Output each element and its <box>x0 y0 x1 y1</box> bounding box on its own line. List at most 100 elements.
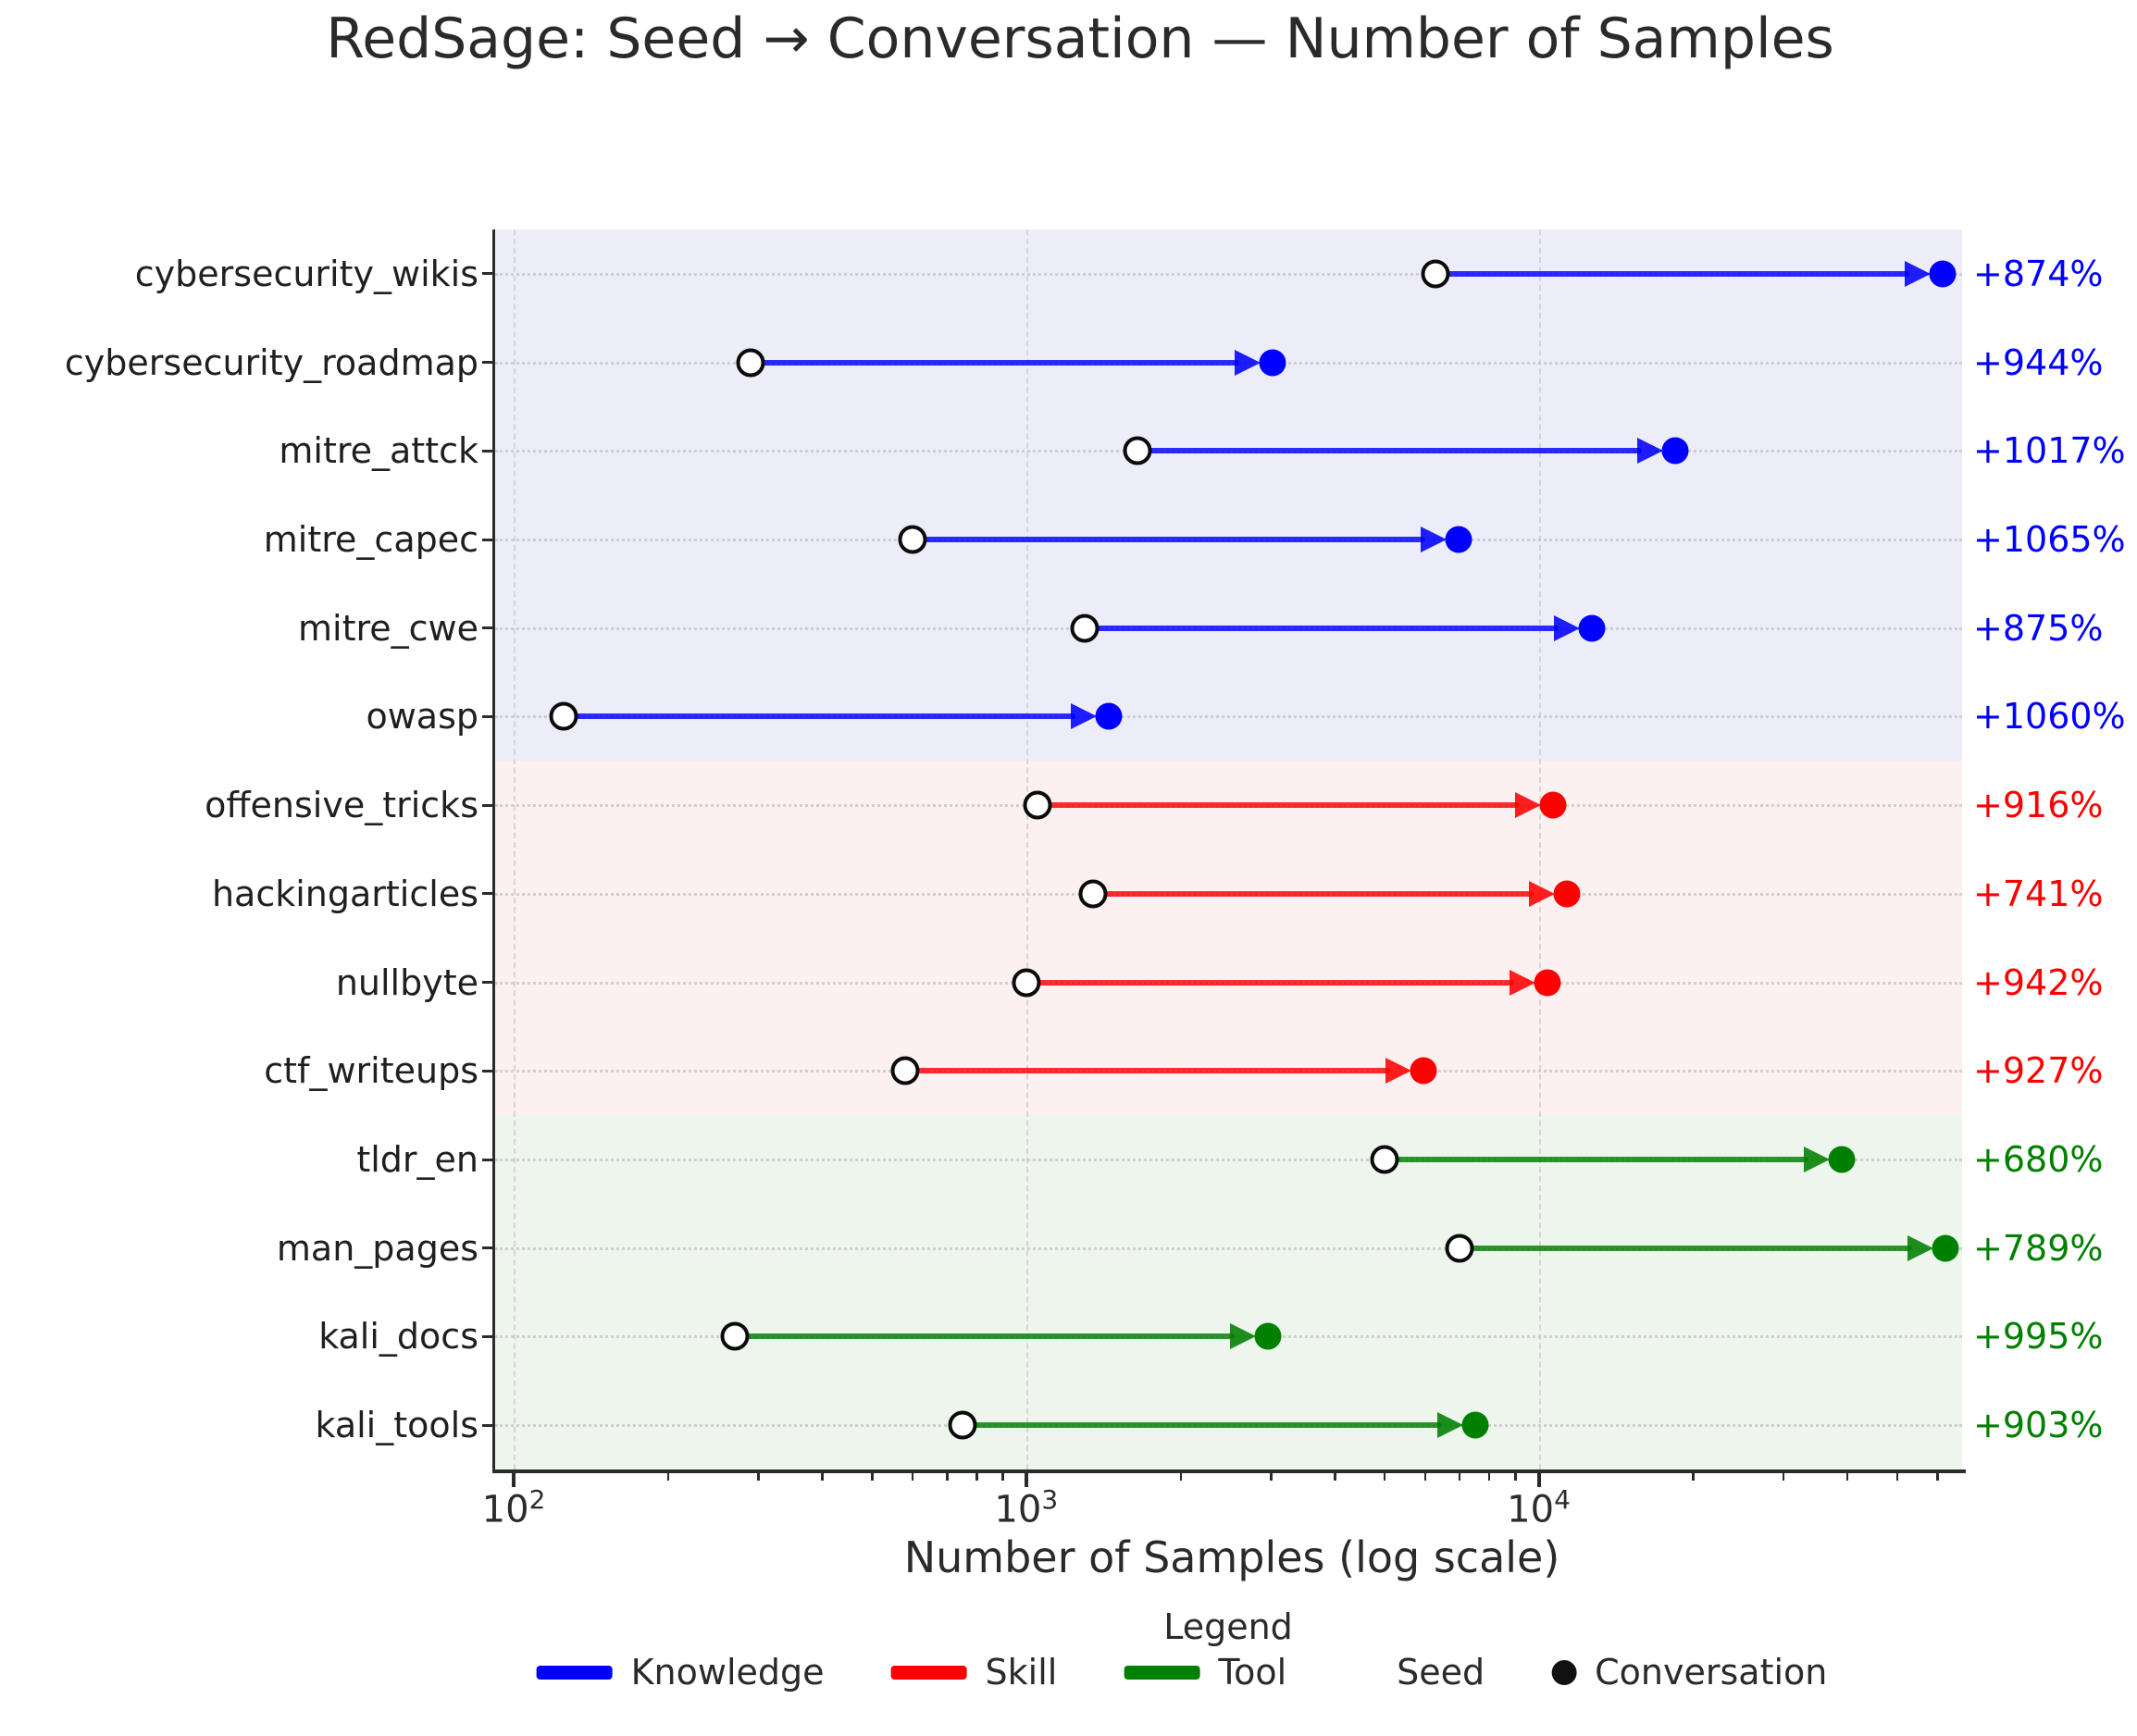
band-skill <box>495 761 1962 1116</box>
arrow-head-icon <box>1907 1234 1934 1261</box>
y-tick <box>482 1158 492 1161</box>
arrow-head-icon <box>1235 349 1261 376</box>
seed-marker <box>1123 436 1152 465</box>
legend-swatch-skill <box>890 1665 967 1680</box>
category-label: kali_tools <box>315 1405 479 1446</box>
legend-item-tool: Tool <box>1124 1652 1286 1693</box>
x-major-tick <box>1536 1471 1541 1487</box>
arrow-line <box>912 537 1426 542</box>
x-tick-label-100: 102 <box>482 1484 546 1531</box>
legend-label-skill: Skill <box>985 1652 1058 1693</box>
pct-label: +944% <box>1973 341 2104 383</box>
legend: Knowledge Skill Tool Seed Conversation <box>536 1652 1827 1693</box>
arrow-line <box>1459 1245 1913 1251</box>
pct-label: +1065% <box>1973 519 2126 560</box>
conversation-marker <box>1539 791 1567 819</box>
category-label: kali_docs <box>318 1316 478 1358</box>
x-minor-tick <box>1936 1471 1939 1481</box>
row-guide-line <box>495 1159 1962 1161</box>
category-label: cybersecurity_roadmap <box>64 341 478 383</box>
category-label: owasp <box>366 696 478 738</box>
arrow-line <box>751 359 1240 366</box>
decade-gridline <box>1025 229 1028 1469</box>
arrow-head-icon <box>1515 792 1542 819</box>
y-tick <box>482 803 492 807</box>
legend-seed-marker <box>1353 1659 1379 1685</box>
pct-label: +995% <box>1973 1316 2104 1358</box>
row-guide-line <box>495 272 1962 276</box>
x-minor-tick <box>1487 1471 1491 1481</box>
x-minor-tick <box>666 1471 670 1481</box>
arrow-line <box>904 1068 1391 1074</box>
conversation-marker <box>1254 1322 1282 1350</box>
x-minor-tick <box>911 1471 914 1481</box>
pct-label: +789% <box>1973 1227 2104 1269</box>
tick-base: 10 <box>1507 1488 1555 1531</box>
y-tick <box>482 714 492 718</box>
legend-item-conversation: Conversation <box>1551 1652 1827 1693</box>
arrow-line <box>563 713 1076 720</box>
band-knowledge <box>495 229 1962 762</box>
y-tick <box>482 892 492 896</box>
x-axis-label: Number of Samples (log scale) <box>903 1532 1560 1582</box>
conversation-marker <box>1578 614 1606 642</box>
legend-conversation-marker <box>1551 1659 1577 1685</box>
legend-item-seed: Seed <box>1353 1652 1485 1693</box>
seed-marker <box>1078 879 1108 909</box>
conversation-marker <box>1929 260 1957 288</box>
seed-marker <box>898 525 927 554</box>
arrow-line <box>1025 979 1515 986</box>
pct-label: +680% <box>1973 1139 2104 1180</box>
x-minor-tick <box>946 1471 949 1481</box>
x-minor-tick <box>975 1471 978 1481</box>
x-minor-tick <box>1423 1471 1427 1481</box>
conversation-marker <box>1259 349 1286 377</box>
arrow-line <box>1137 448 1642 454</box>
decade-gridline <box>1538 229 1541 1469</box>
seed-marker <box>1070 614 1100 643</box>
decade-gridline <box>514 229 516 1469</box>
x-minor-tick <box>871 1471 874 1481</box>
x-minor-tick <box>1458 1471 1461 1481</box>
arrow-head-icon <box>1071 703 1098 730</box>
pct-label: +1017% <box>1973 430 2126 472</box>
category-label: offensive_tricks <box>205 785 478 826</box>
x-minor-tick <box>1179 1471 1182 1481</box>
y-tick <box>482 981 492 985</box>
seed-marker <box>1012 968 1041 998</box>
category-label: tldr_en <box>356 1139 478 1180</box>
legend-item-skill: Skill <box>890 1652 1058 1693</box>
tick-exponent: 2 <box>528 1484 546 1515</box>
category-label: mitre_capec <box>263 519 478 560</box>
legend-swatch-knowledge <box>536 1665 613 1680</box>
x-minor-tick <box>1895 1471 1899 1481</box>
seed-marker <box>736 348 765 378</box>
x-minor-tick <box>1270 1471 1273 1481</box>
pct-label: +903% <box>1973 1405 2104 1446</box>
conversation-marker <box>1553 880 1581 908</box>
pct-label: +1060% <box>1973 696 2126 738</box>
band-tool <box>495 1115 1962 1469</box>
arrow-line <box>1037 802 1521 809</box>
legend-label-knowledge: Knowledge <box>630 1652 825 1693</box>
seed-marker <box>1445 1234 1474 1263</box>
arrow-head-icon <box>1529 880 1555 907</box>
pct-label: +874% <box>1973 253 2104 294</box>
x-minor-tick <box>1001 1471 1004 1481</box>
conversation-marker <box>1410 1057 1437 1085</box>
category-label: cybersecurity_wikis <box>134 253 478 294</box>
seed-marker <box>1023 790 1052 820</box>
conversation-marker <box>1095 702 1123 730</box>
category-label: man_pages <box>276 1227 478 1269</box>
category-label: ctf_writeups <box>264 1050 478 1092</box>
arrow-head-icon <box>1421 527 1447 552</box>
conversation-marker <box>1828 1146 1856 1173</box>
category-label: nullbyte <box>335 961 478 1003</box>
arrow-head-icon <box>1229 1323 1256 1350</box>
legend-item-knowledge: Knowledge <box>536 1652 825 1693</box>
category-label: hackingarticles <box>211 873 478 914</box>
conversation-marker <box>1661 437 1689 465</box>
conversation-marker <box>1461 1411 1489 1439</box>
legend-title: Legend <box>1163 1606 1293 1647</box>
x-major-tick <box>512 1471 516 1487</box>
